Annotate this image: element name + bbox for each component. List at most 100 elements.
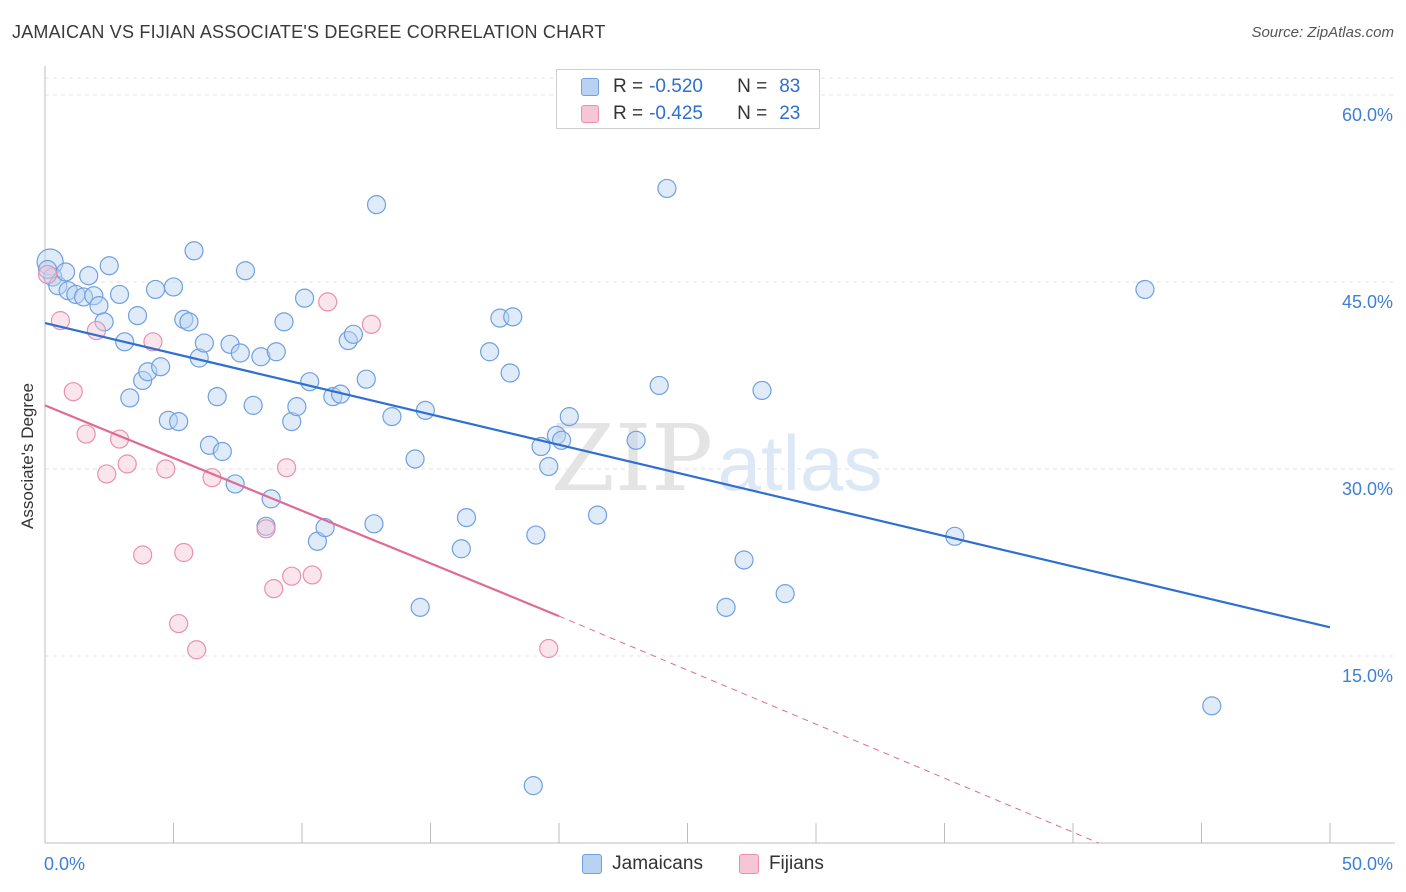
- x-tick-label-max: 50.0%: [1342, 854, 1393, 874]
- point-jamaicans-78: [775, 584, 795, 604]
- point-jamaicans-9: [89, 296, 109, 316]
- point-fijians-13: [187, 640, 207, 660]
- legend-r-label: R =: [613, 76, 644, 97]
- legend-n-value-jamaicans: 83: [779, 76, 801, 97]
- point-jamaicans-34: [235, 261, 256, 281]
- point-fijians-12: [174, 542, 194, 563]
- axes: [44, 66, 1395, 844]
- legend-row-jamaicans: R = -0.520 N = 83: [581, 74, 800, 100]
- gridlines: [45, 77, 1395, 657]
- point-fijians-8: [133, 545, 153, 565]
- point-fijians-7: [117, 454, 137, 474]
- point-jamaicans-6: [73, 287, 94, 307]
- point-jamaicans-24: [179, 312, 199, 332]
- point-fijians-9: [143, 332, 163, 352]
- legend-n-label: N =: [737, 103, 768, 124]
- point-fijians-17: [276, 458, 297, 478]
- point-jamaicans-25: [184, 241, 204, 261]
- point-fijians-2: [63, 382, 83, 402]
- point-fijians-18: [282, 566, 302, 586]
- stats-legend: R = -0.520 N = 83 R = -0.425 N = 23: [556, 69, 820, 129]
- point-jamaicans-75: [716, 597, 736, 617]
- series-legend: Jamaicans Fijians: [0, 852, 1406, 876]
- point-jamaicans-56: [410, 597, 430, 617]
- point-jamaicans-18: [145, 279, 166, 300]
- legend-r-value-fijians: -0.425: [649, 103, 703, 124]
- y-tick-label-45: 45.0%: [1342, 292, 1393, 312]
- legend-n-value-fijians: 23: [779, 103, 801, 124]
- point-fijians-20: [318, 292, 338, 312]
- legend-n-label: N =: [737, 76, 768, 97]
- point-jamaicans-74: [657, 178, 677, 199]
- trend-lines: [44, 322, 1331, 844]
- x-tick-label-min: 0.0%: [44, 854, 85, 874]
- point-fijians-11: [169, 613, 189, 634]
- series-fijians: [37, 264, 559, 660]
- legend-item-jamaicans[interactable]: Jamaicans: [582, 852, 703, 876]
- point-jamaicans-41: [282, 411, 302, 432]
- watermark-atlas: atlas: [718, 419, 883, 507]
- point-jamaicans-17: [138, 362, 158, 382]
- point-jamaicans-21: [163, 277, 184, 297]
- point-jamaicans-49: [338, 330, 358, 351]
- chart-title: JAMAICAN VS FIJIAN ASSOCIATE'S DEGREE CO…: [12, 22, 606, 42]
- point-jamaicans-40: [274, 312, 294, 332]
- point-jamaicans-39: [266, 342, 286, 362]
- point-jamaicans-53: [366, 195, 387, 215]
- point-fijians-0: [37, 264, 58, 285]
- point-fijians-16: [264, 579, 284, 599]
- point-fijians-21: [361, 314, 381, 334]
- point-jamaicans-81: [1202, 696, 1222, 716]
- legend-row-fijians: R = -0.425 N = 23: [581, 101, 800, 127]
- point-jamaicans-58: [451, 539, 471, 559]
- point-fijians-3: [76, 424, 96, 444]
- point-jamaicans-42: [287, 397, 307, 417]
- point-jamaicans-57: [415, 400, 435, 420]
- point-jamaicans-43: [294, 288, 315, 308]
- point-jamaicans-50: [343, 324, 363, 344]
- point-fijians-15: [256, 519, 276, 539]
- trend-line-fijians: [44, 404, 560, 618]
- legend-label-jamaicans: Jamaicans: [612, 853, 703, 874]
- point-jamaicans-52: [364, 514, 384, 534]
- point-jamaicans-29: [207, 387, 227, 407]
- watermark: ZIP atlas: [551, 405, 882, 512]
- y-tick-label-60: 60.0%: [1342, 105, 1393, 125]
- point-jamaicans-82: [37, 259, 58, 280]
- point-jamaicans-3: [55, 262, 76, 282]
- point-jamaicans-19: [151, 357, 171, 377]
- point-fijians-19: [302, 565, 322, 585]
- point-jamaicans-27: [194, 333, 214, 353]
- legend-label-fijians: Fijians: [768, 853, 824, 874]
- point-jamaicans-80: [1135, 279, 1155, 300]
- y-tick-label-15: 15.0%: [1342, 666, 1393, 686]
- point-jamaicans-30: [212, 441, 232, 462]
- watermark-zip: ZIP: [551, 405, 713, 512]
- point-jamaicans-12: [109, 284, 130, 305]
- trend-line-jamaicans: [44, 322, 1331, 629]
- point-jamaicans-72: [626, 430, 646, 450]
- point-jamaicans-15: [127, 306, 148, 326]
- legend-r-value-jamaicans: -0.520: [649, 76, 703, 97]
- point-jamaicans-11: [99, 256, 119, 276]
- point-jamaicans-76: [734, 550, 754, 570]
- source-label: Source: ZipAtlas.com: [1251, 24, 1394, 41]
- point-jamaicans-20: [158, 410, 178, 430]
- series-points: [36, 178, 1222, 796]
- point-jamaicans-51: [356, 369, 376, 389]
- legend-swatch-fijians: [581, 105, 599, 123]
- point-fijians-5: [97, 464, 117, 484]
- legend-item-fijians[interactable]: Fijians: [738, 852, 824, 876]
- point-jamaicans-60: [480, 342, 500, 362]
- point-jamaicans-73: [649, 375, 669, 396]
- point-jamaicans-35: [243, 395, 263, 415]
- point-jamaicans-70: [559, 407, 579, 427]
- point-jamaicans-55: [405, 449, 425, 469]
- point-fijians-10: [156, 459, 176, 479]
- series-jamaicans: [36, 178, 1222, 796]
- point-fijians-22: [539, 638, 559, 659]
- point-jamaicans-59: [456, 507, 477, 528]
- point-jamaicans-7: [79, 266, 99, 286]
- point-jamaicans-71: [587, 505, 608, 525]
